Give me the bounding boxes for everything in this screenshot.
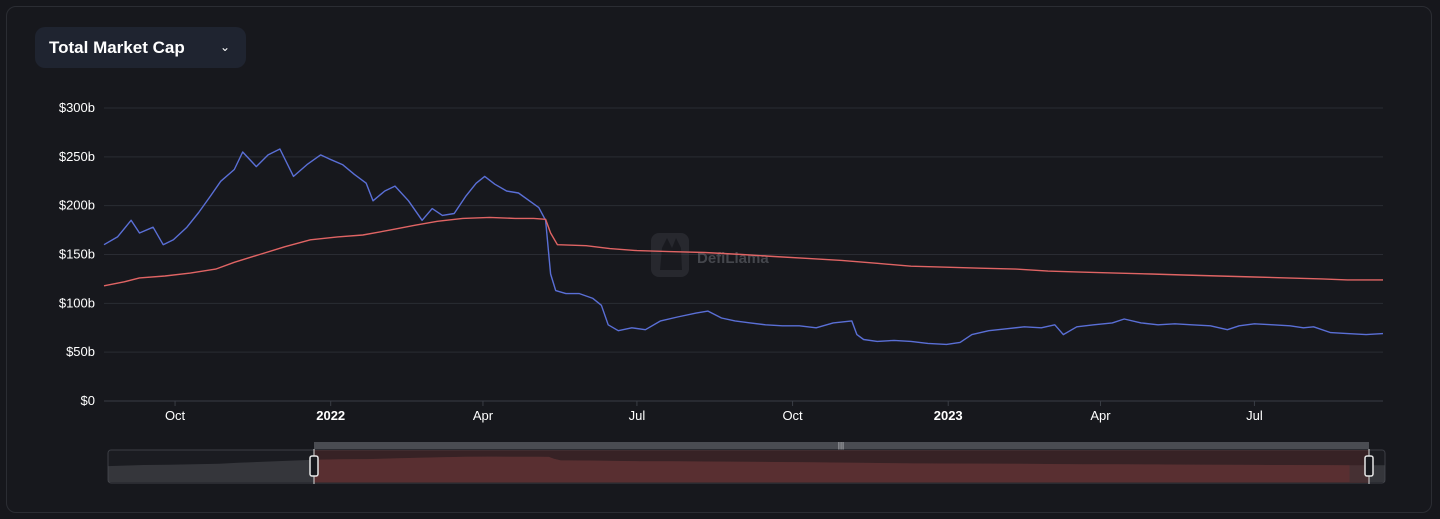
y-tick-label: $250b <box>59 149 95 164</box>
defillama-watermark: DefiLlama <box>651 233 769 277</box>
x-tick-label: Jul <box>1246 408 1263 423</box>
grid-lines <box>104 107 1383 353</box>
x-tick-label: 2022 <box>316 408 345 423</box>
x-tick-label: Apr <box>1090 408 1111 423</box>
x-tick-label: Jul <box>629 408 646 423</box>
y-tick-label: $50b <box>66 344 95 359</box>
slider-right-handle[interactable] <box>1364 449 1374 484</box>
chevron-down-icon: ⌄ <box>219 40 230 54</box>
series-lines <box>103 148 1384 346</box>
zoom-slider: ||| <box>107 441 1386 484</box>
slider-selected-preview <box>314 456 1350 482</box>
llama-logo-shape <box>660 238 682 270</box>
x-tick-label: Apr <box>473 408 494 423</box>
x-tick-label: Oct <box>165 408 186 423</box>
series-line-2 <box>103 216 1383 287</box>
llama-logo-icon <box>651 233 689 277</box>
y-axis-ticks: $0 $50b $100b $150b $200b $250b $300b <box>59 100 95 408</box>
y-tick-label: $100b <box>59 295 95 310</box>
y-tick-label: $150b <box>59 247 95 262</box>
y-tick-label: $0 <box>81 393 95 408</box>
y-tick-label: $200b <box>59 198 95 213</box>
watermark-text: DefiLlama <box>697 250 769 267</box>
metric-selector-button[interactable]: Total Market Cap ⌄ <box>35 27 246 68</box>
series-line-1 <box>103 148 1384 346</box>
x-tick-label: Oct <box>782 408 803 423</box>
y-tick-label: $300b <box>59 100 95 115</box>
x-tick-label: 2023 <box>934 408 963 423</box>
slider-drag-bar[interactable] <box>314 442 1369 449</box>
drag-bar-grip-icon: ||| <box>838 441 844 450</box>
slider-left-handle[interactable] <box>309 449 319 484</box>
x-axis-ticks: Oct 2022 Apr Jul Oct 2023 Apr Jul <box>165 401 1263 423</box>
metric-selector-label: Total Market Cap <box>49 37 185 57</box>
